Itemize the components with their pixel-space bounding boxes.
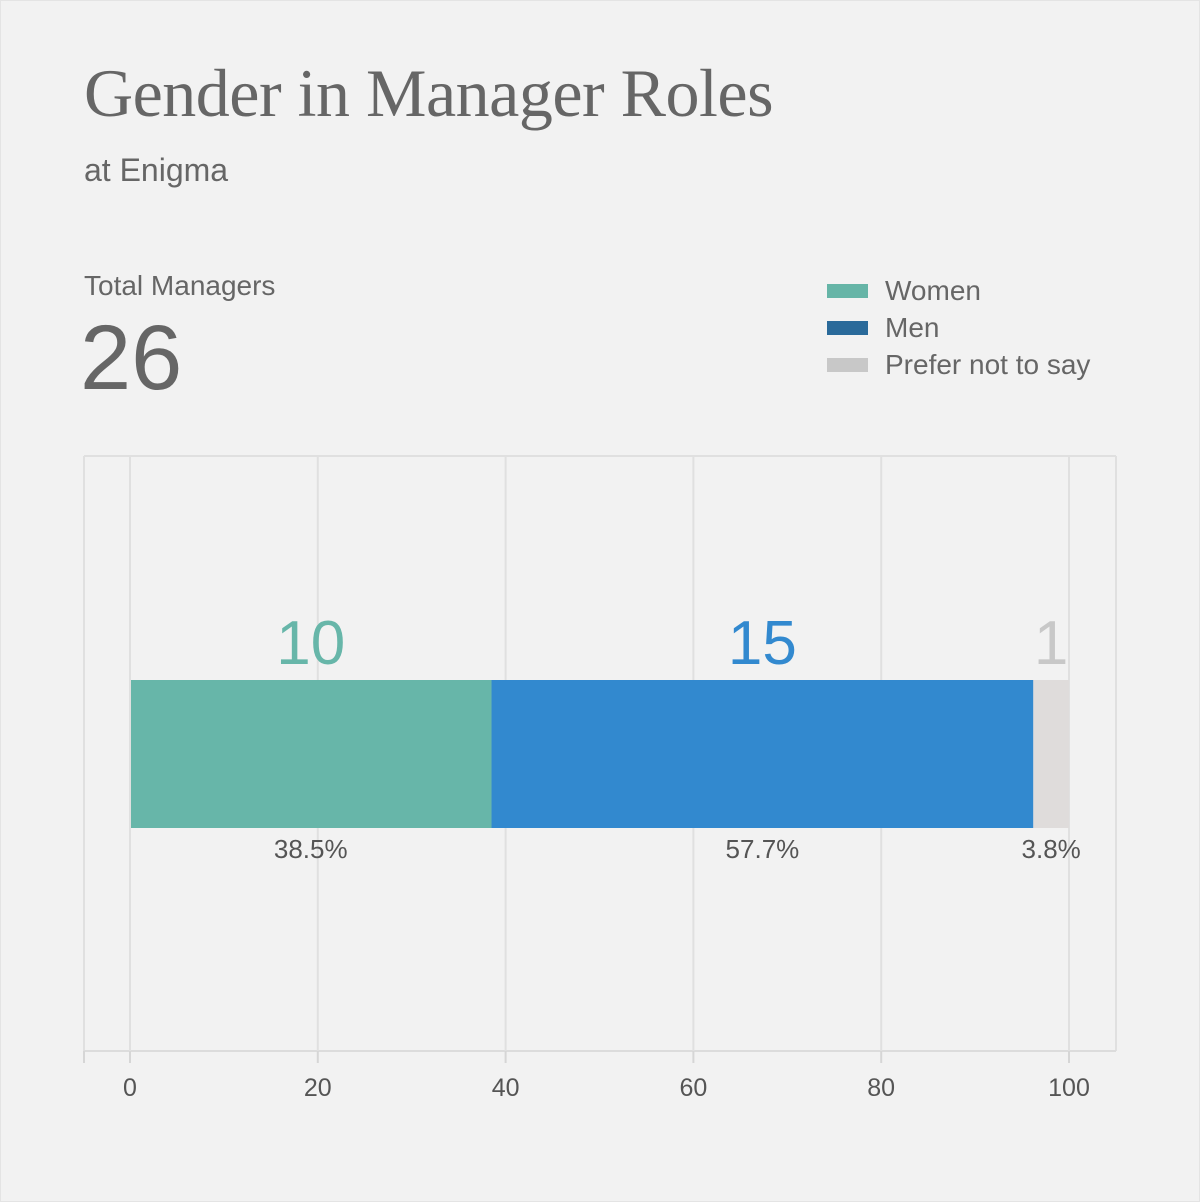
legend-item-women: Women (827, 272, 1090, 309)
bar-segment-women (130, 680, 492, 828)
x-tick-label-100: 100 (1048, 1074, 1090, 1102)
legend-item-men: Men (827, 309, 1090, 346)
chart-title: Gender in Manager Roles (84, 55, 774, 131)
x-tick-label-60: 60 (679, 1074, 707, 1102)
count-label-men: 15 (728, 609, 797, 678)
x-tick-label-20: 20 (304, 1074, 332, 1102)
legend-label-women: Women (885, 274, 981, 306)
percent-label-women: 38.5% (274, 834, 348, 864)
total-managers-label: Total Managers (84, 270, 276, 301)
bar-segment-men (491, 680, 1034, 828)
legend-item-prefer-not-to-say: Prefer not to say (827, 346, 1090, 383)
x-tick-label-40: 40 (492, 1074, 520, 1102)
x-tick-label-80: 80 (867, 1074, 895, 1102)
legend-label-men: Men (885, 311, 940, 343)
legend-swatch-men (827, 320, 868, 335)
legend-label-prefer-not-to-say: Prefer not to say (885, 348, 1091, 380)
bar-segment-prefer-not-to-say (1033, 680, 1069, 828)
count-label-women: 10 (276, 609, 345, 678)
legend: Women Men Prefer not to say (827, 272, 1090, 383)
count-label-prefer-not-to-say: 1 (1034, 609, 1068, 678)
total-managers-value: 26 (80, 307, 183, 409)
x-tick-label-0: 0 (123, 1074, 137, 1102)
legend-swatch-prefer-not-to-say (827, 357, 868, 372)
percent-label-prefer-not-to-say: 3.8% (1022, 834, 1081, 864)
percent-label-men: 57.7% (726, 834, 800, 864)
chart-subtitle: at Enigma (84, 152, 229, 188)
legend-swatch-women (827, 283, 868, 298)
